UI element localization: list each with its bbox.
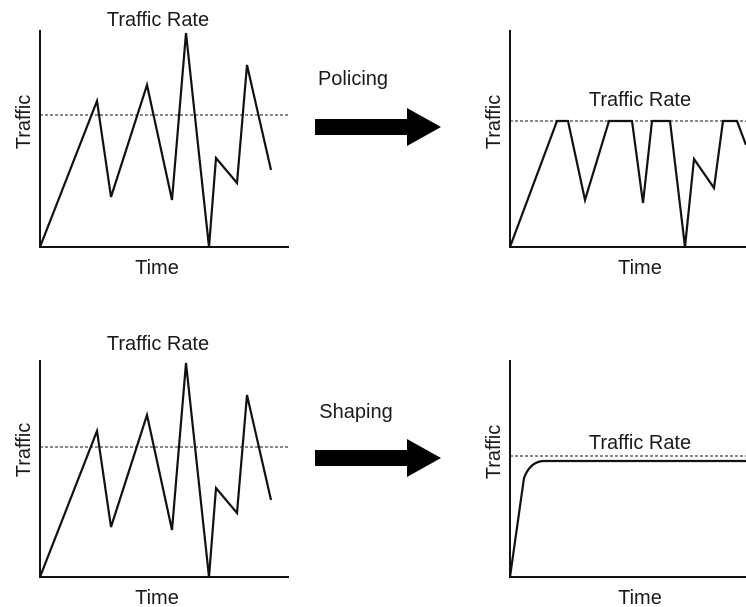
panel-policing-output: Traffic Rate Traffic Time — [483, 30, 746, 279]
y-axis-label: Traffic — [13, 423, 35, 477]
shaped-series — [508, 459, 746, 578]
x-axis-label: Time — [618, 587, 662, 607]
axes — [39, 360, 289, 578]
axes — [509, 360, 746, 578]
traffic-rate-label: Traffic Rate — [107, 333, 209, 355]
panel-shaping-output: Traffic Rate Traffic Time — [483, 360, 746, 607]
traffic-series — [38, 32, 273, 248]
x-axis-label: Time — [618, 257, 662, 279]
shaping-label: Shaping — [319, 401, 392, 423]
right-arrow-icon — [315, 439, 441, 477]
panel-shaping-input: Traffic Rate Traffic Time — [13, 333, 289, 607]
traffic-rate-label: Traffic Rate — [589, 89, 691, 111]
axes — [509, 30, 746, 248]
x-axis-label: Time — [135, 587, 179, 607]
panel-policing-input: Traffic Rate Traffic Time — [13, 9, 289, 279]
policed-series — [508, 119, 746, 248]
traffic-rate-label: Traffic Rate — [589, 432, 691, 454]
policing-label: Policing — [318, 68, 388, 90]
y-axis-label: Traffic — [483, 95, 505, 149]
right-arrow-icon — [315, 108, 441, 146]
axes — [39, 30, 289, 248]
traffic-rate-label: Traffic Rate — [107, 9, 209, 31]
y-axis-label: Traffic — [13, 95, 35, 149]
shaping-operation: Shaping — [315, 401, 441, 477]
x-axis-label: Time — [135, 257, 179, 279]
y-axis-label: Traffic — [483, 425, 505, 479]
policing-operation: Policing — [315, 68, 441, 146]
traffic-series — [38, 362, 273, 578]
